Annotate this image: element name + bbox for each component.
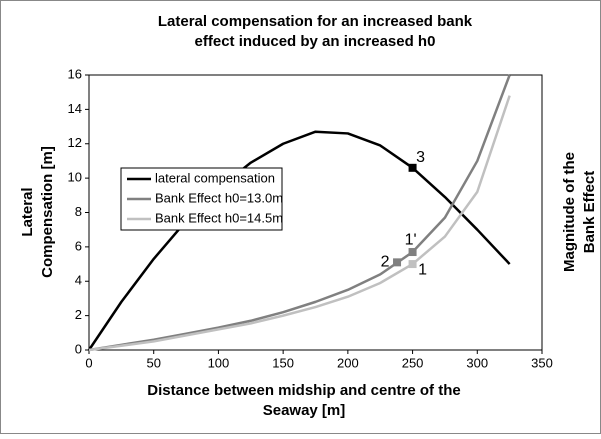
- y-axis-label: Compensation [m]: [39, 146, 56, 278]
- y-tick-label: 2: [75, 307, 82, 322]
- x-tick-label: 0: [85, 355, 92, 370]
- series-line: [88, 95, 511, 352]
- y-axis-label: Lateral: [19, 187, 36, 236]
- y-tick-label: 16: [68, 66, 82, 81]
- y-tick-label: 8: [75, 204, 82, 219]
- x-axis-label: Distance between midship and centre of t…: [147, 382, 460, 399]
- y-tick-label: 10: [68, 170, 82, 185]
- y-tick-label: 6: [75, 238, 82, 253]
- legend-label: Bank Effect h0=13.0m: [155, 190, 283, 205]
- y2-axis-label: Bank Effect: [581, 171, 598, 254]
- series-line: [87, 130, 511, 351]
- point-label: 1': [405, 231, 417, 248]
- x-tick-label: 50: [146, 355, 160, 370]
- y-tick-label: 0: [75, 341, 82, 356]
- x-tick-label: 150: [272, 355, 294, 370]
- point-marker: [408, 260, 417, 269]
- x-tick-label: 200: [337, 355, 359, 370]
- chart-title: Lateral compensation for an increased ba…: [158, 13, 473, 30]
- chart-title: effect induced by an increased h0: [195, 33, 436, 50]
- x-tick-label: 250: [402, 355, 424, 370]
- series-line: [88, 74, 511, 352]
- point-marker: [393, 258, 402, 267]
- point-marker: [408, 248, 417, 257]
- y-tick-label: 12: [68, 135, 82, 150]
- point-label: 2: [381, 254, 390, 271]
- y2-axis-label: Magnitude of the: [561, 152, 578, 272]
- x-axis-label: Seaway [m]: [263, 402, 346, 419]
- x-tick-label: 350: [531, 355, 553, 370]
- legend-label: Bank Effect h0=14.5m: [155, 210, 283, 225]
- point-marker: [408, 163, 417, 172]
- y-tick-label: 14: [68, 101, 82, 116]
- point-label: 3: [416, 149, 425, 166]
- x-tick-label: 300: [466, 355, 488, 370]
- legend-label: lateral compensation: [155, 170, 275, 185]
- y-tick-label: 4: [75, 273, 82, 288]
- point-label: 1: [418, 261, 427, 278]
- x-tick-label: 100: [208, 355, 230, 370]
